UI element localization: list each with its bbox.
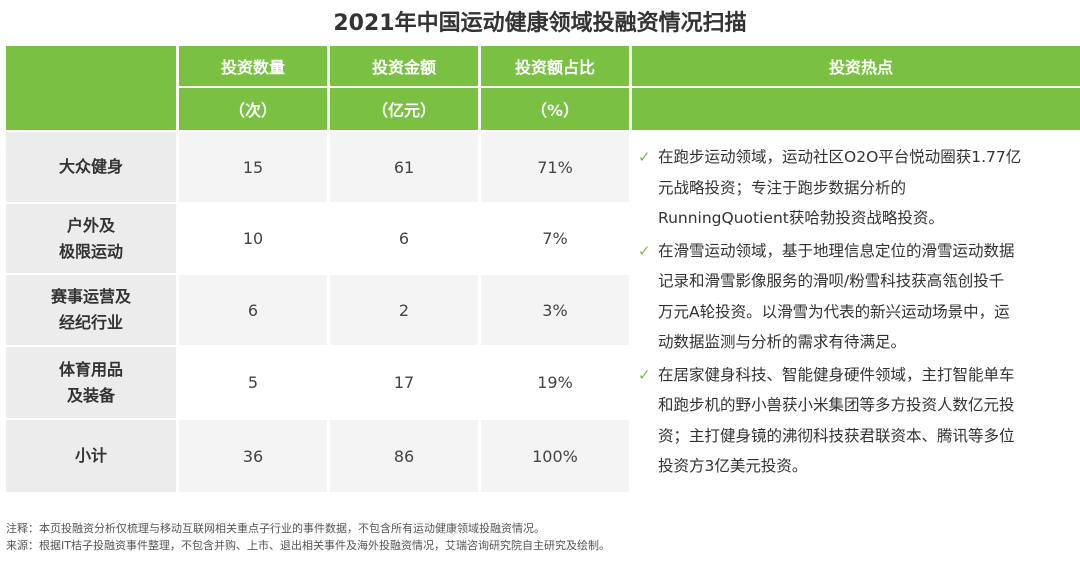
page-title: 2021年中国运动健康领域投融资情况扫描: [333, 11, 747, 36]
hotspot-line: RunningQuotient获哈勃投资战略投资。: [658, 209, 944, 227]
header-count: 投资数量: [179, 46, 327, 86]
unit-count: （次）: [179, 88, 327, 130]
hotspot-line: 动数据监测与分析的需求有待满足。: [658, 333, 907, 351]
row-label-line: 户外及: [66, 215, 115, 235]
cell-count: 10: [179, 204, 327, 273]
hotspot-item: ✓ 在滑雪运动领域，基于地理信息定位的滑雪运动数据 记录和滑雪影像服务的滑呗/粉…: [638, 236, 1080, 358]
investment-table: 投资数量 投资金额 投资额占比 投资热点 （次） （亿元） （%） 大众健身 1…: [6, 46, 1080, 492]
hotspot-line: 元战略投资；专注于跑步数据分析的: [658, 178, 907, 197]
hotspots-panel: ✓ 在跑步运动领域，运动社区O2O平台悦动圈获1.77亿 元战略投资；专注于跑步…: [632, 132, 1080, 492]
hotspot-line: 在滑雪运动领域，基于地理信息定位的滑雪运动数据: [658, 241, 1015, 260]
row-label-line: 极限运动: [58, 241, 123, 261]
row-label-mass-fitness: 大众健身: [6, 132, 176, 202]
row-label-subtotal: 小计: [6, 420, 176, 492]
row-label-line: 体育用品: [58, 359, 123, 379]
hotspot-line: 万元A轮投资。以滑雪为代表的新兴运动场景中，运: [658, 302, 1010, 321]
cell-count: 5: [179, 347, 327, 418]
unit-amount: （亿元）: [330, 88, 478, 130]
check-icon: ✓: [638, 365, 651, 384]
cell-count: 6: [179, 275, 327, 345]
cell-amount: 86: [330, 420, 478, 492]
row-label-line: 赛事运营及: [50, 287, 131, 306]
header-amount: 投资金额: [330, 46, 478, 86]
hotspot-line: 在跑步运动领域，运动社区O2O平台悦动圈获1.77亿: [658, 148, 1022, 166]
row-label-line: 小计: [74, 446, 107, 465]
row-label-line: 及装备: [66, 385, 115, 405]
header-share: 投资额占比: [481, 46, 629, 86]
unit-hotspots-blank: [632, 88, 1080, 130]
row-label-line: 经纪行业: [58, 313, 123, 332]
check-icon: ✓: [638, 148, 651, 166]
hotspot-line: 和跑步机的野小兽获小米集团等多方投资人数亿元投: [658, 396, 1015, 414]
unit-share: （%）: [481, 88, 629, 130]
cell-amount: 17: [330, 347, 478, 418]
hotspot-text: 在跑步运动领域，运动社区O2O平台悦动圈获1.77亿 元战略投资；专注于跑步数据…: [658, 142, 1021, 234]
hotspot-item: ✓ 在居家健身科技、智能健身硬件领域，主打智能单车 和跑步机的野小兽获小米集团等…: [638, 360, 1080, 482]
row-label-events-agency: 赛事运营及 经纪行业: [6, 275, 176, 345]
cell-share: 7%: [481, 204, 629, 273]
row-label-outdoor-extreme: 户外及 极限运动: [6, 204, 176, 273]
hotspot-line: 投资方3亿美元投资。: [658, 457, 808, 475]
cell-amount: 2: [330, 275, 478, 345]
cell-share: 19%: [481, 347, 629, 418]
check-icon: ✓: [638, 241, 651, 260]
row-label-sporting-goods: 体育用品 及装备: [6, 347, 176, 418]
cell-share: 100%: [481, 420, 629, 492]
cell-count: 15: [179, 132, 327, 202]
cell-share: 3%: [481, 275, 629, 345]
footnote-source: 来源：根据IT桔子投融资事件整理，不包含并购、上市、退出相关事件及海外投融资情况…: [6, 539, 610, 552]
hotspot-item: ✓ 在跑步运动领域，运动社区O2O平台悦动圈获1.77亿 元战略投资；专注于跑步…: [638, 142, 1080, 234]
cell-amount: 6: [330, 204, 478, 273]
header-corner: [6, 46, 176, 130]
hotspot-text: 在居家健身科技、智能健身硬件领域，主打智能单车 和跑步机的野小兽获小米集团等多方…: [658, 360, 1015, 482]
hotspot-text: 在滑雪运动领域，基于地理信息定位的滑雪运动数据 记录和滑雪影像服务的滑呗/粉雪科…: [658, 236, 1015, 358]
cell-amount: 61: [330, 132, 478, 202]
footnotes: 注释：本页投融资分析仅梳理与移动互联网相关重点子行业的事件数据，不包含所有运动健…: [6, 520, 610, 554]
cell-share: 71%: [481, 132, 629, 202]
hotspot-line: 资；主打健身镜的沸彻科技获君联资本、腾讯等多位: [658, 426, 1015, 445]
row-label-line: 大众健身: [58, 157, 123, 176]
cell-count: 36: [179, 420, 327, 492]
hotspot-line: 在居家健身科技、智能健身硬件领域，主打智能单车: [658, 365, 1015, 384]
header-hotspots: 投资热点: [632, 46, 1080, 86]
footnote-note: 注释：本页投融资分析仅梳理与移动互联网相关重点子行业的事件数据，不包含所有运动健…: [6, 522, 545, 535]
hotspot-line: 记录和滑雪影像服务的滑呗/粉雪科技获高瓴创投千: [658, 272, 1005, 290]
